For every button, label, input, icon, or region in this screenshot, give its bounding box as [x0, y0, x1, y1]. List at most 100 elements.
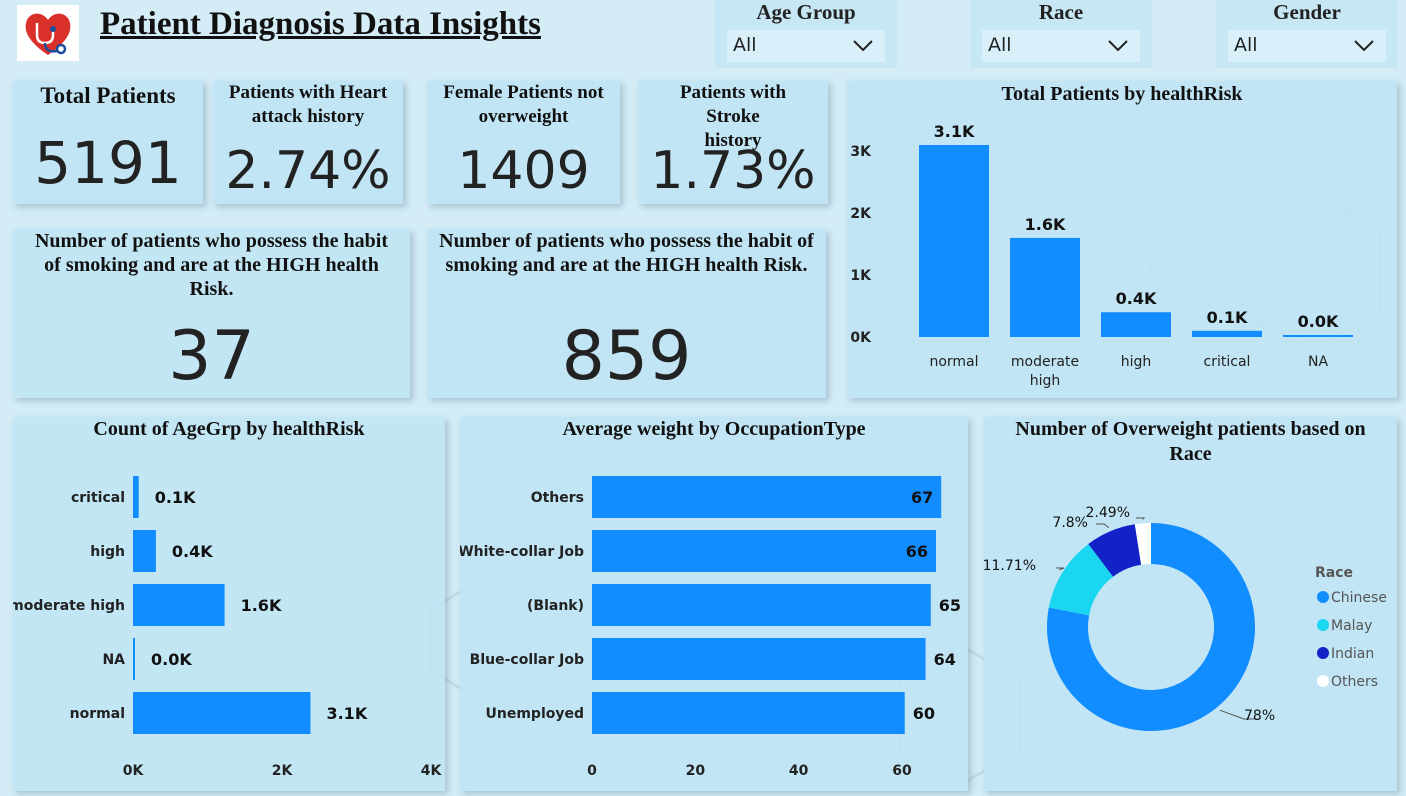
data-label: 1.6K: [241, 596, 282, 615]
category-label: critical: [1204, 354, 1251, 370]
gender-dropdown[interactable]: All: [1228, 30, 1386, 62]
kpi-total-patients[interactable]: Total Patients 5191: [13, 81, 203, 204]
kpi-title: Patients with Heart attack history: [228, 82, 388, 127]
data-label: 3.1K: [934, 122, 975, 141]
chart-title: Total Patients by healthRisk: [1001, 83, 1243, 105]
data-label: 60: [913, 704, 935, 723]
app-logo: [17, 5, 79, 61]
data-label: 0.0K: [1298, 312, 1339, 331]
slicer-age-group[interactable]: Age Group All: [715, 0, 897, 68]
category-label: high: [1121, 354, 1152, 370]
data-label: 2.49%: [1086, 505, 1130, 521]
legend-item[interactable]: Chinese: [1331, 590, 1387, 606]
kpi-female-not-overweight[interactable]: Female Patients not overweight 1409: [427, 81, 620, 204]
chart-title: Number of Overweight patients based on R…: [1015, 418, 1366, 465]
chevron-down-icon[interactable]: [1352, 36, 1376, 54]
kpi-title: Female Patients not overweight: [443, 82, 604, 127]
bar[interactable]: [133, 638, 135, 680]
donut-slice[interactable]: [1134, 523, 1151, 565]
legend-marker: [1317, 675, 1329, 687]
chart-total-patients-by-healthrisk[interactable]: Total Patients by healthRisk 0K 1K 2K 3K 3.1…: [847, 81, 1397, 398]
data-label: 0.4K: [1116, 289, 1157, 308]
category-label: critical: [71, 490, 125, 506]
legend-item[interactable]: Others: [1331, 674, 1378, 690]
data-label: 3.1K: [326, 704, 367, 723]
slicer-gender[interactable]: Gender All: [1216, 0, 1398, 68]
heart-stethoscope-icon: [25, 13, 71, 55]
x-tick-label: 0K: [123, 763, 145, 779]
kpi-title: Total Patients: [40, 83, 176, 108]
kpi-title: Number of patients who possess the habit…: [439, 230, 814, 276]
slicer-label: Age Group: [756, 0, 856, 24]
leader-line: [1219, 709, 1256, 720]
chevron-down-icon[interactable]: [1106, 36, 1130, 54]
bar-chart-healthrisk: 0K 1K 2K 3K 3.1K normal 1.6K moderate high 0.4K hi…: [850, 122, 1353, 389]
kpi-title: Patients with Stroke history: [638, 81, 828, 153]
donut-slice[interactable]: [1048, 543, 1114, 616]
bar[interactable]: [592, 530, 936, 572]
category-label: moderate: [1011, 354, 1079, 370]
data-label: 65: [939, 596, 961, 615]
chart-title: Average weight by OccupationType: [562, 418, 866, 440]
y-tick-label: 3K: [850, 144, 872, 160]
category-label: high: [1030, 373, 1061, 389]
bar[interactable]: [133, 476, 139, 518]
data-label: 7.8%: [1052, 515, 1088, 531]
legend-item[interactable]: Malay: [1331, 618, 1372, 634]
bar[interactable]: [1192, 330, 1262, 337]
x-tick-label: 20: [686, 763, 706, 779]
bar[interactable]: [592, 638, 926, 680]
kpi-value: 37: [168, 317, 255, 396]
age-group-dropdown[interactable]: All: [727, 30, 885, 62]
kpi-stroke-history[interactable]: Patients with Stroke history 1.73%: [638, 81, 828, 204]
kpi-value: 1409: [457, 141, 590, 201]
bar[interactable]: [592, 692, 905, 734]
slicer-race[interactable]: Race All: [970, 0, 1152, 68]
x-tick-label: 2K: [272, 763, 294, 779]
kpi-smoking-high-risk-2[interactable]: Number of patients who possess the habit…: [427, 229, 826, 398]
kpi-smoking-high-risk[interactable]: Number of patients who possess the habit…: [13, 229, 410, 398]
x-tick-label: 0: [587, 763, 597, 779]
legend-marker: [1317, 619, 1329, 631]
kpi-title-line: Stroke: [706, 106, 760, 127]
kpi-value: 5191: [34, 129, 182, 197]
bar[interactable]: [1101, 312, 1171, 337]
chart-agegrp-by-healthrisk[interactable]: Count of AgeGrp by healthRisk 0K 2K 4K crit…: [13, 417, 445, 791]
slicer-selected-value: All: [1234, 34, 1258, 56]
donut-slice[interactable]: [1088, 524, 1142, 577]
chart-title: Count of AgeGrp by healthRisk: [93, 418, 365, 440]
slicer-label: Race: [1038, 0, 1084, 24]
bar-chart-occupation: 0 20 40 60 Others 67 White-collar Job 66 (Blank)…: [460, 476, 961, 779]
leader-line: [1096, 523, 1110, 528]
bar[interactable]: [1283, 335, 1353, 337]
chart-weight-by-occupation[interactable]: Average weight by OccupationType 0 20 40 60…: [460, 417, 968, 791]
x-tick-label: 4K: [421, 763, 443, 779]
bar[interactable]: [919, 145, 989, 337]
slicer-selected-value: All: [988, 34, 1012, 56]
bar[interactable]: [133, 584, 225, 626]
data-label: 1.6K: [1025, 215, 1066, 234]
category-label: NA: [1308, 354, 1328, 370]
bar[interactable]: [133, 692, 311, 734]
x-tick-label: 60: [892, 763, 912, 779]
legend-item[interactable]: Indian: [1331, 646, 1374, 662]
donut-slice[interactable]: [1047, 523, 1255, 731]
bar[interactable]: [133, 530, 156, 572]
bar-chart-agegrp: 0K 2K 4K critical 0.1K high 0.4K moderate high 1…: [13, 476, 443, 779]
legend-marker: [1317, 591, 1329, 603]
chevron-down-icon[interactable]: [851, 36, 875, 54]
category-label: normal: [70, 706, 125, 722]
data-label: 67: [911, 488, 933, 507]
bar[interactable]: [592, 584, 931, 626]
kpi-heart-attack-history[interactable]: Patients with Heart attack history 2.74%: [213, 81, 403, 204]
page-title: Patient Diagnosis Data Insights: [100, 6, 541, 42]
category-label: Others: [531, 490, 584, 506]
y-tick-label: 0K: [850, 330, 872, 346]
bar[interactable]: [1010, 237, 1080, 337]
bar[interactable]: [592, 476, 942, 518]
chart-overweight-by-race[interactable]: Number of Overweight patients based on R…: [984, 417, 1397, 791]
category-label: (Blank): [527, 598, 584, 614]
slicer-selected-value: All: [733, 34, 757, 56]
race-dropdown[interactable]: All: [982, 30, 1140, 62]
data-label: 64: [934, 650, 956, 669]
